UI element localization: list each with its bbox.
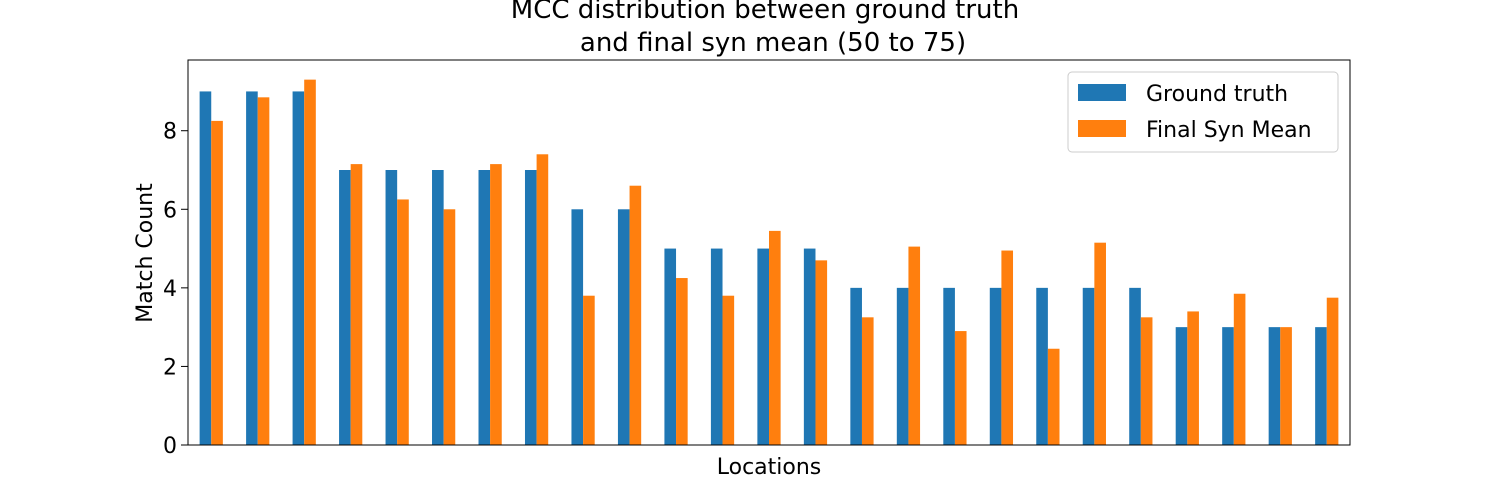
bar-final-syn-mean-16 [908, 246, 921, 445]
legend-box [1067, 71, 1339, 153]
bar-ground-truth-20 [1082, 287, 1095, 445]
bar-final-syn-mean-3 [304, 79, 316, 445]
bar-final-syn-mean-8 [536, 154, 549, 446]
bar-final-syn-mean-24 [1280, 327, 1292, 445]
bars-group [199, 79, 1339, 446]
legend: Ground truth Final Syn Mean [1067, 71, 1339, 153]
bar-ground-truth-10 [617, 209, 630, 445]
bar-final-syn-mean-22 [1187, 311, 1199, 445]
bar-ground-truth-11 [664, 248, 677, 445]
bar-ground-truth-14 [803, 248, 816, 445]
bar-ground-truth-1 [199, 91, 212, 446]
legend-swatch-final-syn-mean [1078, 120, 1126, 137]
legend-label-ground-truth: Ground truth [1146, 82, 1288, 107]
bar-ground-truth-2 [246, 91, 258, 446]
bar-final-syn-mean-4 [350, 164, 363, 446]
bar-final-syn-mean-21 [1140, 317, 1153, 445]
bar-ground-truth-23 [1222, 327, 1234, 445]
y-tick-label-0: 0 [163, 434, 177, 459]
bar-final-syn-mean-18 [1001, 250, 1014, 445]
bar-final-syn-mean-15 [861, 317, 874, 445]
y-tick-label-8: 8 [163, 120, 177, 145]
bar-final-syn-mean-13 [769, 230, 781, 445]
bar-ground-truth-5 [385, 170, 398, 445]
y-tick-label-4: 4 [163, 277, 177, 302]
bar-final-syn-mean-17 [954, 331, 967, 445]
chart-title-line-1: MCC distribution between ground truth [511, 0, 1019, 25]
bar-ground-truth-15 [850, 287, 862, 445]
bar-ground-truth-12 [710, 248, 723, 445]
bar-final-syn-mean-5 [397, 199, 409, 445]
chart-title-line-2: and final syn mean (50 to 75) [580, 28, 966, 58]
bar-final-syn-mean-2 [257, 97, 270, 445]
bar-ground-truth-25 [1315, 327, 1327, 445]
bar-ground-truth-21 [1129, 287, 1141, 445]
bar-final-syn-mean-7 [490, 164, 502, 446]
bar-final-syn-mean-6 [443, 209, 456, 445]
bar-ground-truth-19 [1036, 287, 1048, 445]
bar-final-syn-mean-14 [815, 260, 828, 445]
x-axis-label: Locations [717, 455, 822, 480]
bar-final-syn-mean-25 [1326, 297, 1339, 445]
bar-ground-truth-6 [432, 170, 444, 445]
bar-ground-truth-13 [757, 248, 769, 445]
bar-final-syn-mean-10 [629, 185, 642, 445]
legend-label-final-syn-mean: Final Syn Mean [1146, 118, 1312, 143]
y-axis-label: Match Count [133, 183, 158, 323]
bar-final-syn-mean-11 [676, 278, 688, 445]
bar-final-syn-mean-23 [1233, 293, 1246, 445]
bar-ground-truth-3 [292, 91, 305, 446]
bar-final-syn-mean-12 [722, 295, 735, 445]
bar-ground-truth-22 [1175, 327, 1188, 445]
plot-frame [187, 59, 1351, 446]
legend-swatch-ground-truth [1078, 84, 1126, 101]
bar-final-syn-mean-9 [583, 295, 595, 445]
bar-ground-truth-9 [571, 209, 584, 445]
bar-ground-truth-18 [989, 287, 1002, 445]
bar-final-syn-mean-20 [1094, 242, 1106, 445]
bar-ground-truth-16 [896, 287, 909, 445]
y-axis-ticks: 0 2 4 6 8 [163, 120, 188, 459]
y-tick-label-2: 2 [163, 355, 177, 380]
bar-ground-truth-7 [478, 170, 491, 445]
bar-ground-truth-17 [943, 287, 955, 445]
bar-ground-truth-4 [339, 170, 351, 445]
y-tick-label-6: 6 [163, 198, 177, 223]
bar-ground-truth-24 [1268, 327, 1281, 445]
bar-final-syn-mean-1 [211, 120, 223, 445]
bar-final-syn-mean-19 [1047, 348, 1060, 445]
bar-ground-truth-8 [524, 170, 537, 445]
